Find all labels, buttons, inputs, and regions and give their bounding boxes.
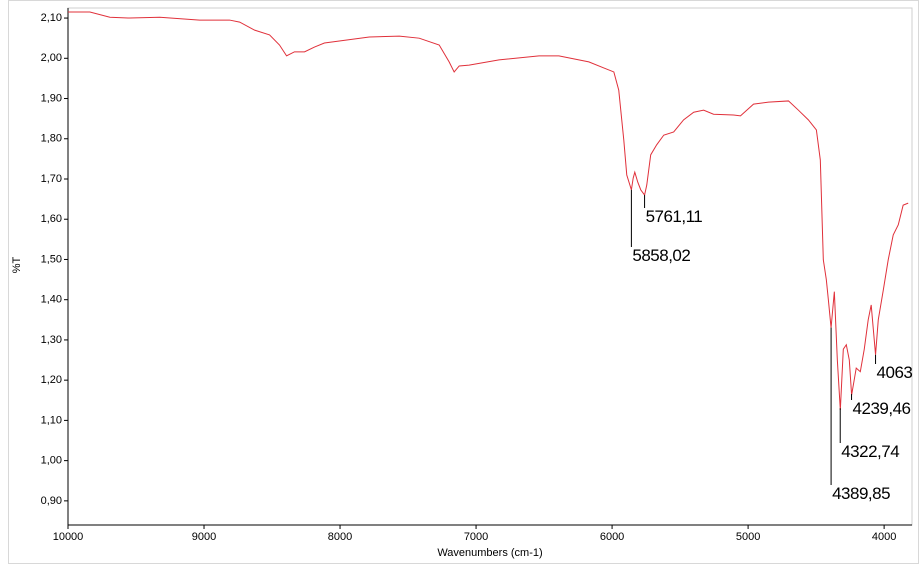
peak-label: 4063 [877,363,913,382]
y-tick-label: 2,10 [41,12,62,24]
x-tick-label: 6000 [600,531,624,543]
peak-label: 4389,85 [832,484,890,503]
x-tick-label: 5000 [736,531,760,543]
x-tick-label: 7000 [464,531,488,543]
y-axis-label: %T [11,256,23,273]
peak-label: 4322,74 [841,442,899,461]
spectrum-line [68,11,909,410]
y-tick-label: 1,30 [41,334,62,346]
plot-area [67,7,913,526]
x-tick-label: 8000 [328,531,352,543]
y-tick-label: 1,50 [41,253,62,265]
frame [8,0,919,564]
x-tick-label: 4000 [872,531,896,543]
y-tick-label: 1,80 [41,133,62,145]
y-tick-label: 0,90 [41,495,62,507]
y-tick-label: 1,00 [41,455,62,467]
peak-label: 4239,46 [853,399,911,418]
x-axis-label: Wavenumbers (cm-1) [437,547,542,559]
y-tick-label: 1,90 [41,92,62,104]
x-tick-label: 10000 [53,531,84,543]
y-tick-label: 1,10 [41,414,62,426]
y-tick-label: 1,20 [41,374,62,386]
peak-label: 5761,11 [646,207,703,226]
y-tick-label: 2,00 [41,52,62,64]
y-tick-label: 1,40 [41,294,62,306]
x-tick-label: 9000 [192,531,216,543]
peak-label: 5858,02 [632,246,690,265]
y-tick-label: 1,60 [41,213,62,225]
y-tick-label: 1,70 [41,173,62,185]
